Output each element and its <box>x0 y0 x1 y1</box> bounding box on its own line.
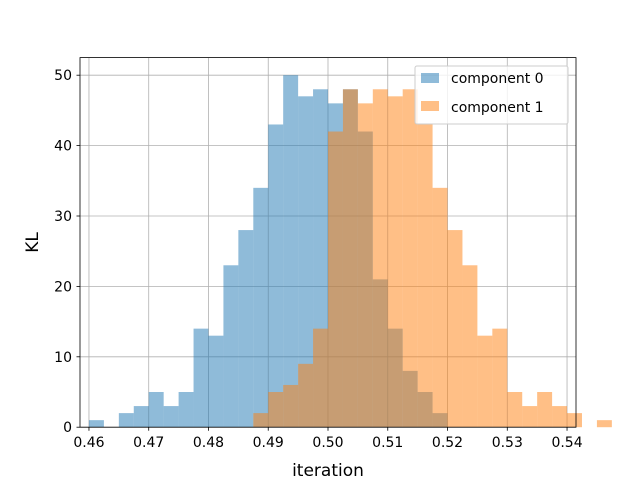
histogram-bar-component-1 <box>328 131 343 428</box>
x-tick-label: 0.52 <box>432 435 463 451</box>
y-tick-label: 10 <box>54 350 72 366</box>
y-tick-label: 50 <box>54 68 72 84</box>
histogram-bar-component-0 <box>268 124 284 428</box>
histogram-bar-component-0 <box>148 392 164 428</box>
histogram-bar-component-1 <box>313 328 328 428</box>
histogram-bar-component-0 <box>208 335 224 428</box>
histogram-bar-component-1 <box>298 363 314 428</box>
histogram-bar-component-1 <box>492 328 508 428</box>
histogram-bar-component-0 <box>298 96 314 428</box>
x-ticks: 0.46 0.47 0.48 0.49 0.50 0.51 0.52 0.53 0.54 <box>73 427 583 451</box>
histogram-bar-component-1 <box>447 230 463 428</box>
legend-label-component-0: component 0 <box>451 71 544 87</box>
histogram-bar-component-0 <box>238 230 254 428</box>
y-tick-label: 0 <box>63 420 72 436</box>
legend: component 0 component 1 <box>414 65 569 125</box>
x-tick-label: 0.54 <box>551 435 582 451</box>
histogram-bar-component-0 <box>118 413 134 428</box>
histogram-bar-component-0 <box>253 187 269 428</box>
x-tick-label: 0.51 <box>372 435 403 451</box>
legend-label-component-1: component 1 <box>451 100 544 116</box>
histogram-bar-component-1 <box>372 89 388 428</box>
histogram-bar-component-1 <box>537 392 553 428</box>
histogram-bar-component-1 <box>522 406 538 428</box>
histogram-bar-component-1 <box>283 384 299 428</box>
histogram-bar-component-1 <box>432 187 448 428</box>
x-tick-label: 0.49 <box>253 435 284 451</box>
histogram-bar-component-1 <box>268 392 284 428</box>
histogram-bar-component-0 <box>133 406 149 428</box>
y-tick-label: 30 <box>54 209 72 225</box>
histogram-bar-component-1 <box>507 392 523 428</box>
y-ticks: 0 10 20 30 40 50 <box>54 68 80 436</box>
histogram-bar-component-1 <box>387 96 403 428</box>
histogram-bar-component-1 <box>342 89 358 428</box>
x-tick-label: 0.53 <box>492 435 523 451</box>
y-tick-label: 40 <box>54 139 72 155</box>
legend-box <box>414 65 569 125</box>
histogram-bar-component-1 <box>253 413 269 428</box>
y-axis-title: KL <box>23 232 43 253</box>
histogram-bar-component-0 <box>283 75 299 428</box>
histogram-bar-component-0 <box>163 406 179 428</box>
legend-swatch-component-0 <box>421 73 439 83</box>
legend-swatch-component-1 <box>421 101 439 111</box>
x-axis-title: iteration <box>292 461 364 480</box>
histogram-bar-component-1 <box>596 420 612 428</box>
histogram-bar-component-1 <box>552 406 568 428</box>
histogram-bar-component-1 <box>462 265 478 428</box>
histogram-bar-component-1 <box>402 89 418 428</box>
histogram-bar-component-0 <box>178 392 194 428</box>
x-tick-label: 0.47 <box>133 435 164 451</box>
histogram-bar-component-1 <box>477 335 493 428</box>
histogram-bar-component-1 <box>417 124 433 428</box>
y-tick-label: 20 <box>54 279 72 295</box>
histogram-bar-component-0 <box>88 420 104 428</box>
histogram-bar-component-1 <box>357 103 373 428</box>
histogram-bar-component-0 <box>193 328 209 428</box>
x-tick-label: 0.46 <box>73 435 104 451</box>
histogram-bar-component-0 <box>223 265 239 428</box>
histogram-bars <box>88 75 612 428</box>
histogram-bar-component-1 <box>567 413 582 428</box>
x-tick-label: 0.50 <box>312 435 343 451</box>
x-tick-label: 0.48 <box>193 435 224 451</box>
